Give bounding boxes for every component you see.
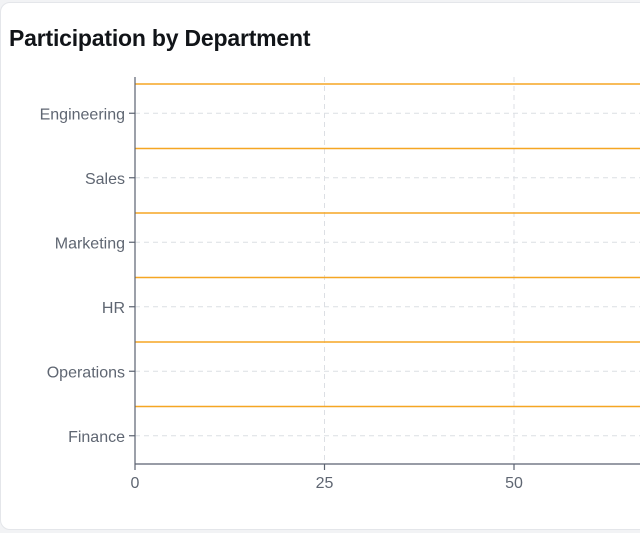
chart-title: Participation by Department bbox=[9, 25, 311, 51]
x-axis-ticks: 0 25 50 bbox=[131, 464, 523, 492]
y-tick-label-1: Engineering bbox=[40, 106, 125, 123]
x-tick-label-50: 50 bbox=[505, 475, 523, 492]
y-tick-label-5: Operations bbox=[47, 364, 125, 381]
category-separators bbox=[135, 83, 640, 408]
y-tick-label-4: HR bbox=[102, 300, 125, 317]
y-tick-label-3: Marketing bbox=[55, 235, 125, 252]
grid-lines bbox=[135, 77, 640, 464]
x-tick-label-0: 0 bbox=[131, 475, 140, 492]
y-tick-label-6: Finance bbox=[68, 429, 125, 446]
axes bbox=[134, 77, 640, 465]
y-axis-ticks: Engineering Sales Marketing HR Operations Fin… bbox=[40, 106, 135, 446]
x-tick-label-25: 25 bbox=[316, 475, 334, 492]
y-tick-label-2: Sales bbox=[85, 171, 125, 188]
